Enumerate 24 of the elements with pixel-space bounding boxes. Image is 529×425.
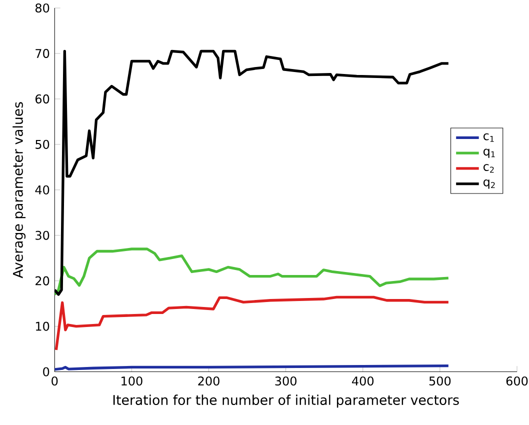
- y-tick-label: 20: [36, 276, 50, 286]
- y-tick-label: 10: [36, 322, 50, 331]
- y-tick-label: 40: [35, 185, 50, 194]
- line-series: [54, 248, 450, 296]
- x-tick-label: 600: [506, 376, 528, 386]
- x-tick-label: 0: [52, 376, 58, 386]
- y-tick-label: 70: [36, 48, 50, 58]
- y-axis-title: Average parameter values: [12, 102, 26, 278]
- legend-label: q$_{2}$: [484, 179, 495, 189]
- x-tick-label: 300: [275, 376, 296, 386]
- y-tick-label: 60: [36, 94, 50, 104]
- y-tick-label: 30: [36, 230, 50, 240]
- legend-label: q$_{1}$: [484, 148, 495, 158]
- x-tick-label: 200: [198, 376, 220, 386]
- y-tick-label: 50: [36, 140, 50, 149]
- y-tick-label: 80: [35, 3, 50, 12]
- x-tick-label: 400: [352, 376, 374, 386]
- x-tick-label: 100: [122, 376, 142, 386]
- line-series: [54, 296, 450, 352]
- x-axis-title: Iteration for the number of initial parameter vectors: [113, 394, 459, 408]
- legend-label: c$_{2}$: [484, 164, 494, 173]
- x-tick-label: 500: [429, 376, 451, 386]
- legend-label: c$_{1}$: [484, 133, 494, 142]
- y-tick-label: 0: [43, 367, 50, 376]
